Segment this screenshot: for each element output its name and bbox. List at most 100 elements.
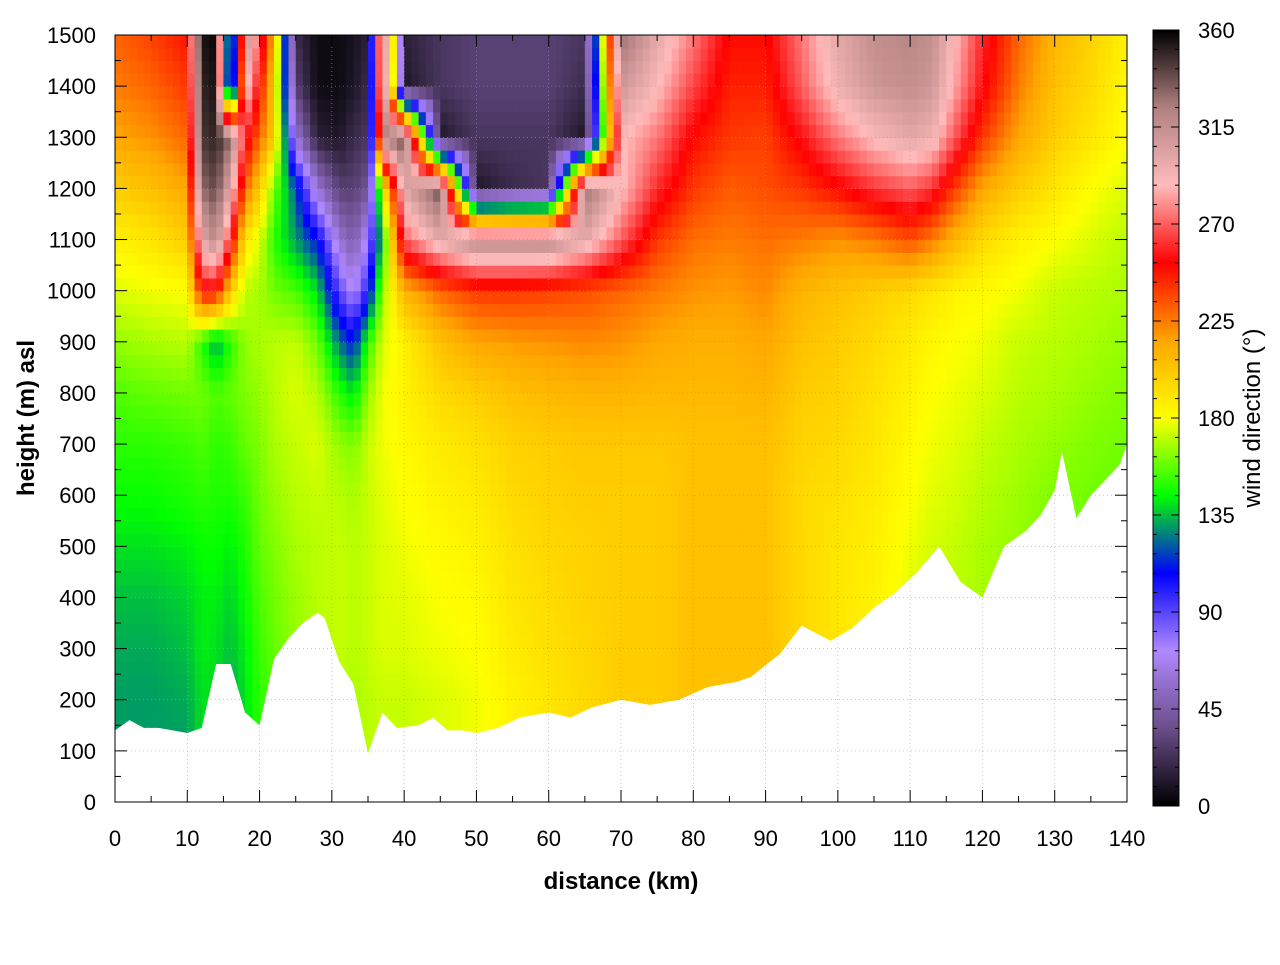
field-cell [165, 495, 174, 509]
field-cell [975, 507, 984, 522]
field-cell [541, 341, 550, 356]
field-cell [129, 495, 138, 509]
field-cell [534, 341, 543, 356]
field-cell [714, 380, 723, 394]
field-cell [707, 597, 716, 611]
field-cell [563, 405, 571, 420]
field-cell [845, 584, 853, 599]
field-cell [548, 546, 557, 560]
field-cell [541, 507, 550, 522]
field-cell [996, 444, 1005, 458]
field-cell [1018, 354, 1027, 368]
field-cell [339, 380, 347, 394]
field-cell [237, 367, 246, 381]
field-cell [700, 584, 709, 599]
field-cell [801, 482, 810, 496]
field-cell [490, 610, 499, 624]
field-cell [180, 686, 188, 701]
field-cell [122, 699, 131, 714]
field-cell [642, 495, 651, 509]
field-cell [852, 507, 861, 522]
field-cell [418, 392, 427, 407]
field-cell [143, 584, 152, 599]
field-cell [902, 367, 911, 381]
field-cell [302, 495, 311, 509]
field-cell [960, 482, 969, 496]
field-cell [143, 661, 152, 675]
field-cell [129, 571, 138, 586]
field-cell [729, 418, 738, 432]
field-cell [295, 610, 304, 624]
field-cell [490, 380, 499, 394]
field-cell [324, 546, 333, 560]
field-cell [714, 482, 723, 496]
field-cell [208, 380, 217, 394]
field-cell [476, 507, 485, 522]
field-cell [237, 456, 246, 471]
field-cell [649, 661, 658, 675]
field-cell [266, 584, 275, 599]
field-cell [505, 686, 514, 701]
field-cell [122, 610, 131, 624]
field-cell [324, 367, 333, 381]
field-cell [158, 571, 167, 586]
field-cell [548, 444, 557, 458]
field-cell [1040, 456, 1049, 471]
field-cell [382, 623, 391, 637]
field-cell [208, 520, 217, 535]
field-cell [389, 597, 398, 611]
field-cell [1054, 444, 1063, 458]
field-cell [368, 610, 376, 624]
field-cell [245, 380, 253, 394]
field-cell [440, 533, 449, 547]
field-cell [151, 597, 159, 611]
field-cell [512, 354, 521, 368]
field-cell [129, 648, 138, 662]
field-cell [765, 507, 774, 522]
field-cell [982, 507, 991, 522]
field-cell [266, 482, 275, 496]
field-cell [476, 444, 485, 458]
field-cell [461, 610, 470, 624]
field-cell [874, 495, 882, 509]
field-cell [266, 610, 275, 624]
field-cell [649, 546, 658, 560]
field-cell [570, 520, 579, 535]
field-cell [700, 495, 709, 509]
field-cell [339, 648, 347, 662]
field-cell [649, 635, 658, 650]
field-cell [404, 431, 412, 445]
field-cell [895, 456, 904, 471]
field-cell [772, 533, 781, 547]
field-cell [498, 392, 506, 407]
field-cell [960, 444, 969, 458]
field-cell [476, 686, 485, 701]
field-cell [628, 584, 637, 599]
field-cell [180, 405, 188, 420]
field-cell [158, 367, 167, 381]
field-cell [136, 686, 145, 701]
field-cell [881, 418, 890, 432]
field-cell [454, 686, 463, 701]
field-cell [765, 648, 774, 662]
field-cell [122, 597, 131, 611]
field-cell [151, 507, 159, 522]
field-cell [816, 482, 824, 496]
field-cell [461, 507, 470, 522]
field-cell [259, 610, 268, 624]
field-cell [461, 495, 470, 509]
field-cell [519, 380, 528, 394]
field-cell [194, 571, 203, 586]
field-cell [310, 405, 318, 420]
field-cell [866, 507, 875, 522]
field-cell [317, 354, 326, 368]
field-cell [519, 623, 528, 637]
field-cell [808, 571, 817, 586]
field-cell [201, 495, 210, 509]
field-cell [122, 661, 131, 675]
field-cell [129, 597, 138, 611]
field-cell [707, 546, 716, 560]
field-cell [714, 507, 723, 522]
field-cell [505, 559, 514, 573]
field-cell [693, 559, 702, 573]
